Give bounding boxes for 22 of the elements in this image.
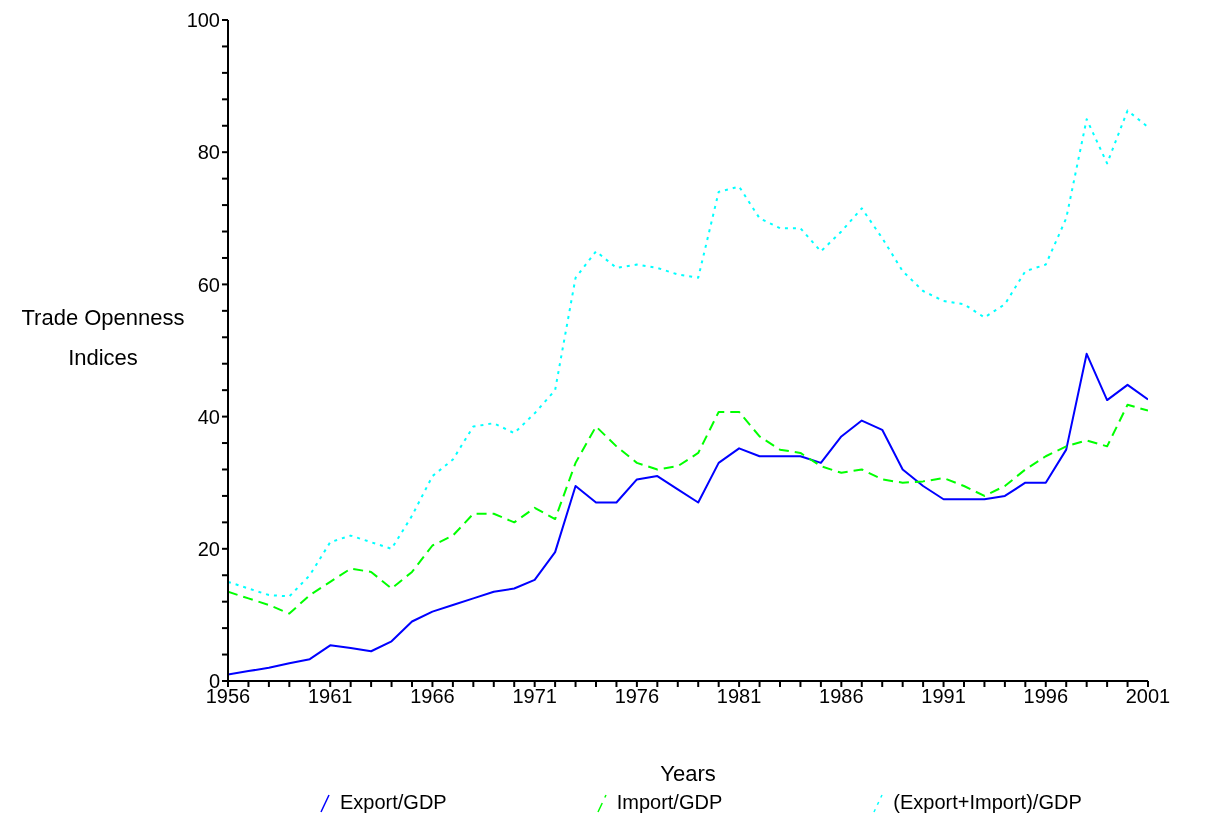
- x-tick-label: 1986: [819, 685, 864, 707]
- y-axis-title: Trade Openness Indices: [20, 304, 186, 372]
- y-tick-label: 80: [197, 141, 220, 164]
- line-series: [228, 352, 1148, 676]
- legend-label: (Export+Import)/GDP: [893, 791, 1082, 814]
- x-tick-label: 1966: [410, 685, 455, 707]
- x-tick-label: 2001: [1125, 685, 1171, 707]
- x-tick-label: 1971: [512, 685, 557, 707]
- x-tick-label: 1976: [614, 685, 660, 707]
- x-tick-label: 1961: [307, 685, 353, 707]
- x-tick-label: 1981: [716, 685, 762, 707]
- y-tick-label: 60: [197, 273, 220, 296]
- x-tick-label: 1996: [1023, 685, 1069, 707]
- legend-label: Import/GDP: [616, 791, 723, 814]
- y-tick-label: 20: [197, 537, 220, 560]
- legend-label: Export/GDP: [340, 791, 447, 814]
- y-tick-label: 100: [186, 9, 220, 32]
- x-tick-label: 1991: [921, 685, 966, 707]
- line-series: [228, 109, 1148, 598]
- line-series: [228, 403, 1148, 615]
- y-tick-label: 40: [197, 405, 220, 428]
- x-axis-title: Years: [660, 761, 716, 786]
